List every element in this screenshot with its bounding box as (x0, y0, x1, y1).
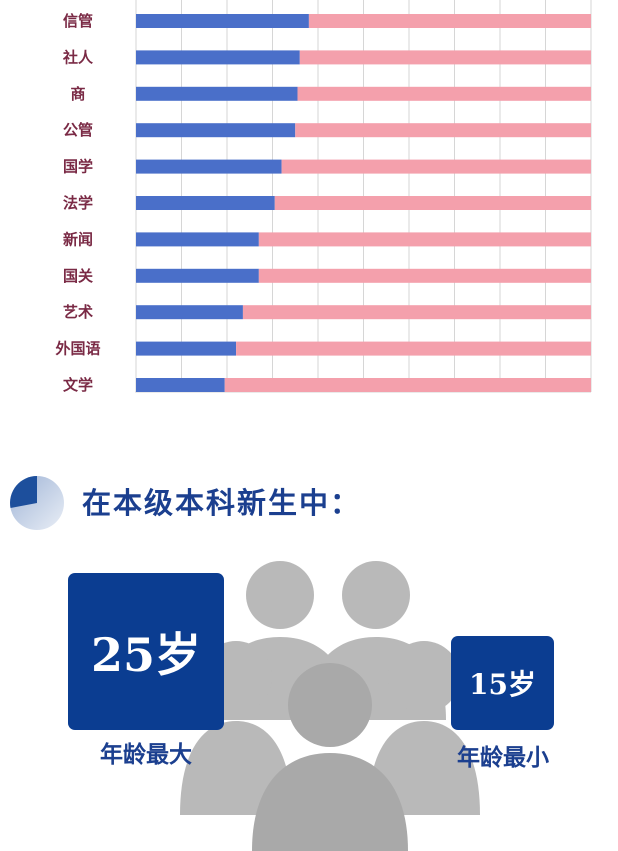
bar-pink-4 (281, 159, 591, 174)
bar-pink-7 (258, 268, 591, 283)
category-label: 外国语 (54, 340, 100, 358)
bar-blue-10 (136, 378, 225, 392)
bar-pink-9 (236, 341, 591, 356)
people-group-icon (180, 561, 480, 851)
age-max-value: 25岁 (90, 627, 201, 682)
age-max-box: 25岁 (68, 573, 224, 730)
bar-pink-6 (258, 232, 591, 247)
bar-blue-3 (136, 123, 296, 138)
category-label: 国学 (63, 158, 93, 176)
category-label: 新闻 (63, 230, 93, 248)
bar-blue-6 (136, 232, 259, 247)
section-header: 在本级本科新生中： (8, 472, 608, 532)
bar-blue-8 (136, 305, 243, 320)
bars (136, 14, 592, 392)
age-min-box: 15岁 (451, 636, 554, 730)
category-label: 文学 (63, 376, 93, 394)
bar-pink-3 (295, 123, 591, 138)
bar-pink-10 (224, 378, 591, 392)
category-label: 信管 (63, 12, 93, 30)
bar-blue-5 (136, 196, 275, 210)
age-min-label: 年龄最小 (457, 744, 549, 771)
category-label: 商 (70, 85, 85, 103)
bar-pink-2 (297, 86, 591, 101)
age-min-value: 15岁 (469, 668, 536, 701)
section-title: 在本级本科新生中： (82, 486, 362, 520)
bar-blue-0 (136, 14, 309, 28)
bar-pink-8 (242, 305, 592, 320)
category-label: 公管 (63, 121, 93, 139)
bar-pink-0 (308, 14, 591, 28)
category-label: 艺术 (63, 303, 93, 321)
bar-blue-2 (136, 86, 298, 101)
bar-blue-4 (136, 159, 282, 174)
bar-blue-1 (136, 50, 300, 65)
bar-pink-1 (299, 50, 591, 65)
category-label: 法学 (63, 194, 93, 212)
bar-pink-5 (274, 196, 591, 210)
category-label: 国关 (63, 267, 93, 285)
pie-chart-icon (10, 476, 64, 530)
age-max-label: 年龄最大 (100, 741, 192, 768)
bar-blue-7 (136, 268, 259, 283)
category-label: 社人 (62, 48, 94, 66)
bar-blue-9 (136, 341, 237, 356)
